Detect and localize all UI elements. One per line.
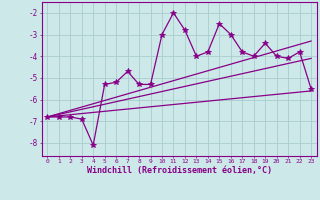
- X-axis label: Windchill (Refroidissement éolien,°C): Windchill (Refroidissement éolien,°C): [87, 166, 272, 175]
